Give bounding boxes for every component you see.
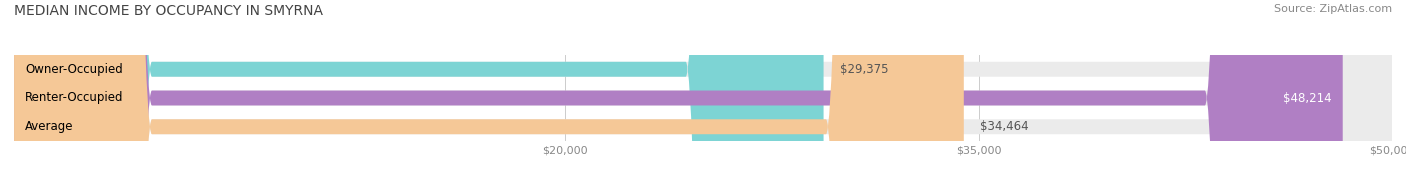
Text: Renter-Occupied: Renter-Occupied — [25, 92, 124, 104]
FancyBboxPatch shape — [14, 0, 1392, 196]
Text: $34,464: $34,464 — [980, 120, 1029, 133]
Text: MEDIAN INCOME BY OCCUPANCY IN SMYRNA: MEDIAN INCOME BY OCCUPANCY IN SMYRNA — [14, 4, 323, 18]
Text: $29,375: $29,375 — [841, 63, 889, 76]
Text: Owner-Occupied: Owner-Occupied — [25, 63, 122, 76]
Text: Source: ZipAtlas.com: Source: ZipAtlas.com — [1274, 4, 1392, 14]
FancyBboxPatch shape — [14, 0, 1392, 196]
FancyBboxPatch shape — [14, 0, 1392, 196]
Text: Average: Average — [25, 120, 73, 133]
Text: $48,214: $48,214 — [1284, 92, 1331, 104]
FancyBboxPatch shape — [14, 0, 963, 196]
FancyBboxPatch shape — [14, 0, 824, 196]
FancyBboxPatch shape — [14, 0, 1343, 196]
